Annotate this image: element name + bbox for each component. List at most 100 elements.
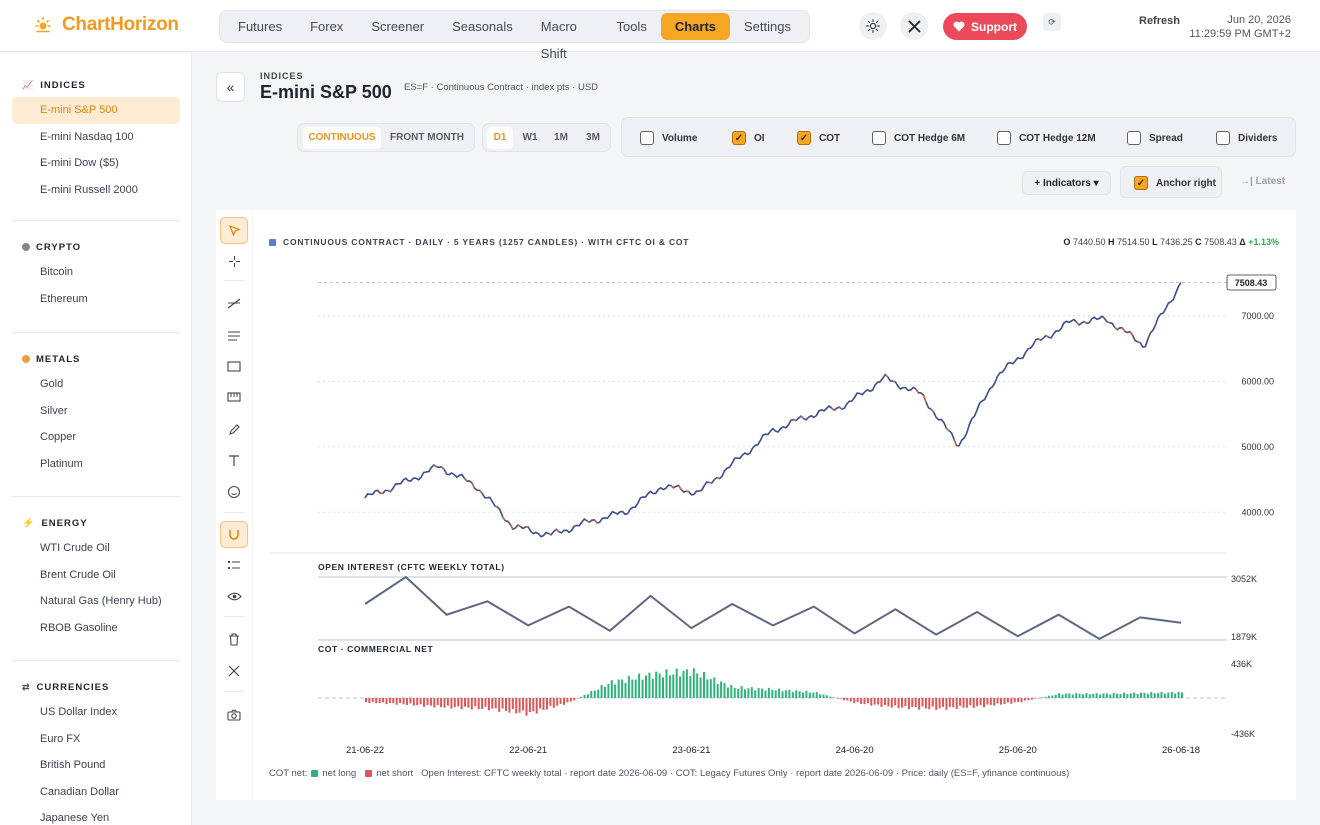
- sidebar-item-ethereum[interactable]: Ethereum: [40, 292, 88, 305]
- sidebar-item-gold[interactable]: Gold: [40, 378, 64, 390]
- sidebar-item-rbob[interactable]: RBOB Gasoline: [40, 621, 118, 634]
- toggle-cot-hedge-12m[interactable]: COT Hedge 12M: [984, 120, 1106, 156]
- x-logo-icon: [907, 19, 921, 33]
- toggle-label: Spread: [1149, 132, 1183, 144]
- nav-macro-shift[interactable]: Macro Shift: [540, 19, 577, 61]
- visibility-tool[interactable]: [220, 583, 248, 610]
- chart-container: [253, 210, 1296, 800]
- latest-button[interactable]: →| Latest: [1240, 176, 1286, 187]
- sidebar-item-es[interactable]: E-mini S&P 500: [12, 97, 180, 124]
- ohlc-readout: O 7440.50 H 7514.50 L 7436.25 C 7508.43 …: [1063, 237, 1279, 247]
- app-logo[interactable]: ChartHorizon: [34, 14, 179, 36]
- nav-tools[interactable]: Tools: [616, 19, 647, 34]
- sidebar-item-rty[interactable]: E-mini Russell 2000: [40, 183, 138, 196]
- tf-d1[interactable]: D1: [487, 127, 513, 149]
- anchor-right-toggle[interactable]: ✓ Anchor right: [1120, 166, 1222, 198]
- list-icon: [228, 560, 240, 569]
- trash-icon: [229, 633, 239, 646]
- sidebar-item-cad[interactable]: Canadian Dollar: [40, 785, 119, 798]
- trendline-tool[interactable]: [220, 290, 248, 317]
- toggle-oi[interactable]: ✓ OI: [719, 120, 769, 156]
- checkbox-checked[interactable]: ✓: [732, 131, 746, 145]
- tf-w1[interactable]: W1: [522, 132, 538, 143]
- delete-tool[interactable]: [220, 626, 248, 653]
- crosshair-tool[interactable]: [220, 248, 248, 275]
- toggle-spread[interactable]: Spread: [1114, 120, 1194, 156]
- group-title: METALS: [36, 353, 81, 365]
- screenshot-tool[interactable]: [220, 701, 248, 728]
- checkbox[interactable]: [1127, 131, 1141, 145]
- group-metals: METALS Gold Silver Copper Platinum: [12, 349, 180, 477]
- mode-front-month[interactable]: FRONT MONTH: [390, 132, 464, 143]
- sidebar-item-brent[interactable]: Brent Crude Oil: [40, 568, 116, 581]
- page-title: E-mini S&P 500: [260, 82, 392, 102]
- sidebar-item-silver[interactable]: Silver: [40, 404, 68, 417]
- refresh-button[interactable]: Refresh: [1139, 15, 1180, 27]
- nav-screener[interactable]: Screener: [371, 19, 425, 34]
- object-tree-tool[interactable]: [220, 552, 248, 579]
- toggle-cot-hedge-6m[interactable]: COT Hedge 6M: [859, 120, 974, 156]
- toggle-dividers[interactable]: Dividers: [1203, 120, 1293, 156]
- net-long-swatch: [311, 770, 319, 777]
- nav-seasonals[interactable]: Seasonals: [452, 19, 513, 34]
- collapse-sidebar-button[interactable]: «: [216, 72, 245, 102]
- sidebar-item-nq[interactable]: E-mini Nasdaq 100: [40, 130, 134, 143]
- theme-toggle-button[interactable]: [859, 12, 887, 40]
- clear-tool[interactable]: [220, 657, 248, 684]
- smiley-icon: [227, 485, 241, 498]
- sun-logo-icon: [35, 16, 51, 33]
- checkbox-checked[interactable]: ✓: [797, 131, 811, 145]
- rectangle-tool[interactable]: [220, 353, 248, 380]
- sidebar-item-ym[interactable]: E-mini Dow ($5): [40, 157, 119, 169]
- toggle-label: COT: [819, 132, 841, 144]
- brush-tool[interactable]: [220, 416, 248, 443]
- horizontal-lines-tool[interactable]: [220, 322, 248, 349]
- divider: [12, 496, 180, 497]
- nav-charts[interactable]: Charts: [660, 13, 731, 40]
- x-social-button[interactable]: [900, 12, 928, 40]
- measure-tool[interactable]: [220, 384, 248, 411]
- sidebar-item-platinum[interactable]: Platinum: [40, 457, 83, 470]
- checkbox[interactable]: [997, 131, 1011, 145]
- footnote-text: Open Interest: CFTC weekly total · repor…: [421, 768, 1070, 779]
- nav-settings[interactable]: Settings: [744, 19, 791, 34]
- support-button[interactable]: Support: [943, 13, 1027, 40]
- group-title: INDICES: [40, 79, 86, 91]
- medal-icon: [22, 355, 30, 363]
- indicators-dropdown[interactable]: + Indicators ▾: [1022, 171, 1111, 195]
- chart-footnote: COT net: net long net short Open Interes…: [269, 768, 1069, 779]
- timeframe-switch: D1 W1 1M 3M: [482, 123, 611, 152]
- anchor-right-row[interactable]: ✓ Anchor right: [1121, 165, 1221, 201]
- sidebar-item-eur[interactable]: Euro FX: [40, 732, 81, 745]
- nav-futures[interactable]: Futures: [238, 19, 283, 34]
- checkbox[interactable]: [640, 131, 654, 145]
- sidebar-item-natgas[interactable]: Natural Gas (Henry Hub): [40, 595, 162, 607]
- sidebar-item-jpy[interactable]: Japanese Yen: [40, 812, 110, 824]
- cursor-tool[interactable]: [220, 217, 248, 244]
- emoji-tool[interactable]: [220, 478, 248, 505]
- group-title: CRYPTO: [36, 241, 82, 253]
- sync-button[interactable]: ⟳: [1043, 13, 1061, 31]
- lines-icon: [228, 330, 240, 341]
- toggle-label: Volume: [662, 132, 698, 144]
- sidebar-item-gbp[interactable]: British Pound: [40, 759, 106, 771]
- divider: [224, 616, 244, 617]
- divider: [12, 220, 180, 221]
- sidebar-item-bitcoin[interactable]: Bitcoin: [40, 266, 74, 278]
- checkbox[interactable]: [872, 131, 886, 145]
- sidebar-item-copper[interactable]: Copper: [40, 431, 77, 443]
- text-tool[interactable]: [220, 447, 248, 474]
- magnet-tool[interactable]: [220, 521, 248, 548]
- main-nav: Futures Forex Screener Seasonals Macro S…: [219, 10, 810, 61]
- tf-1m[interactable]: 1M: [554, 132, 568, 143]
- toggle-volume[interactable]: Volume: [627, 120, 711, 156]
- checkbox[interactable]: [1216, 131, 1230, 145]
- mode-continuous[interactable]: CONTINUOUS: [303, 127, 381, 149]
- nav-forex[interactable]: Forex: [310, 19, 344, 34]
- tf-3m[interactable]: 3M: [586, 132, 600, 143]
- toggle-cot[interactable]: ✓ COT: [784, 120, 854, 156]
- sidebar-item-wti[interactable]: WTI Crude Oil: [40, 542, 110, 554]
- sidebar-item-dxy[interactable]: US Dollar Index: [40, 706, 118, 718]
- current-time: 11:29:59 PM GMT+2: [1189, 28, 1291, 40]
- checkbox-checked[interactable]: ✓: [1134, 176, 1148, 190]
